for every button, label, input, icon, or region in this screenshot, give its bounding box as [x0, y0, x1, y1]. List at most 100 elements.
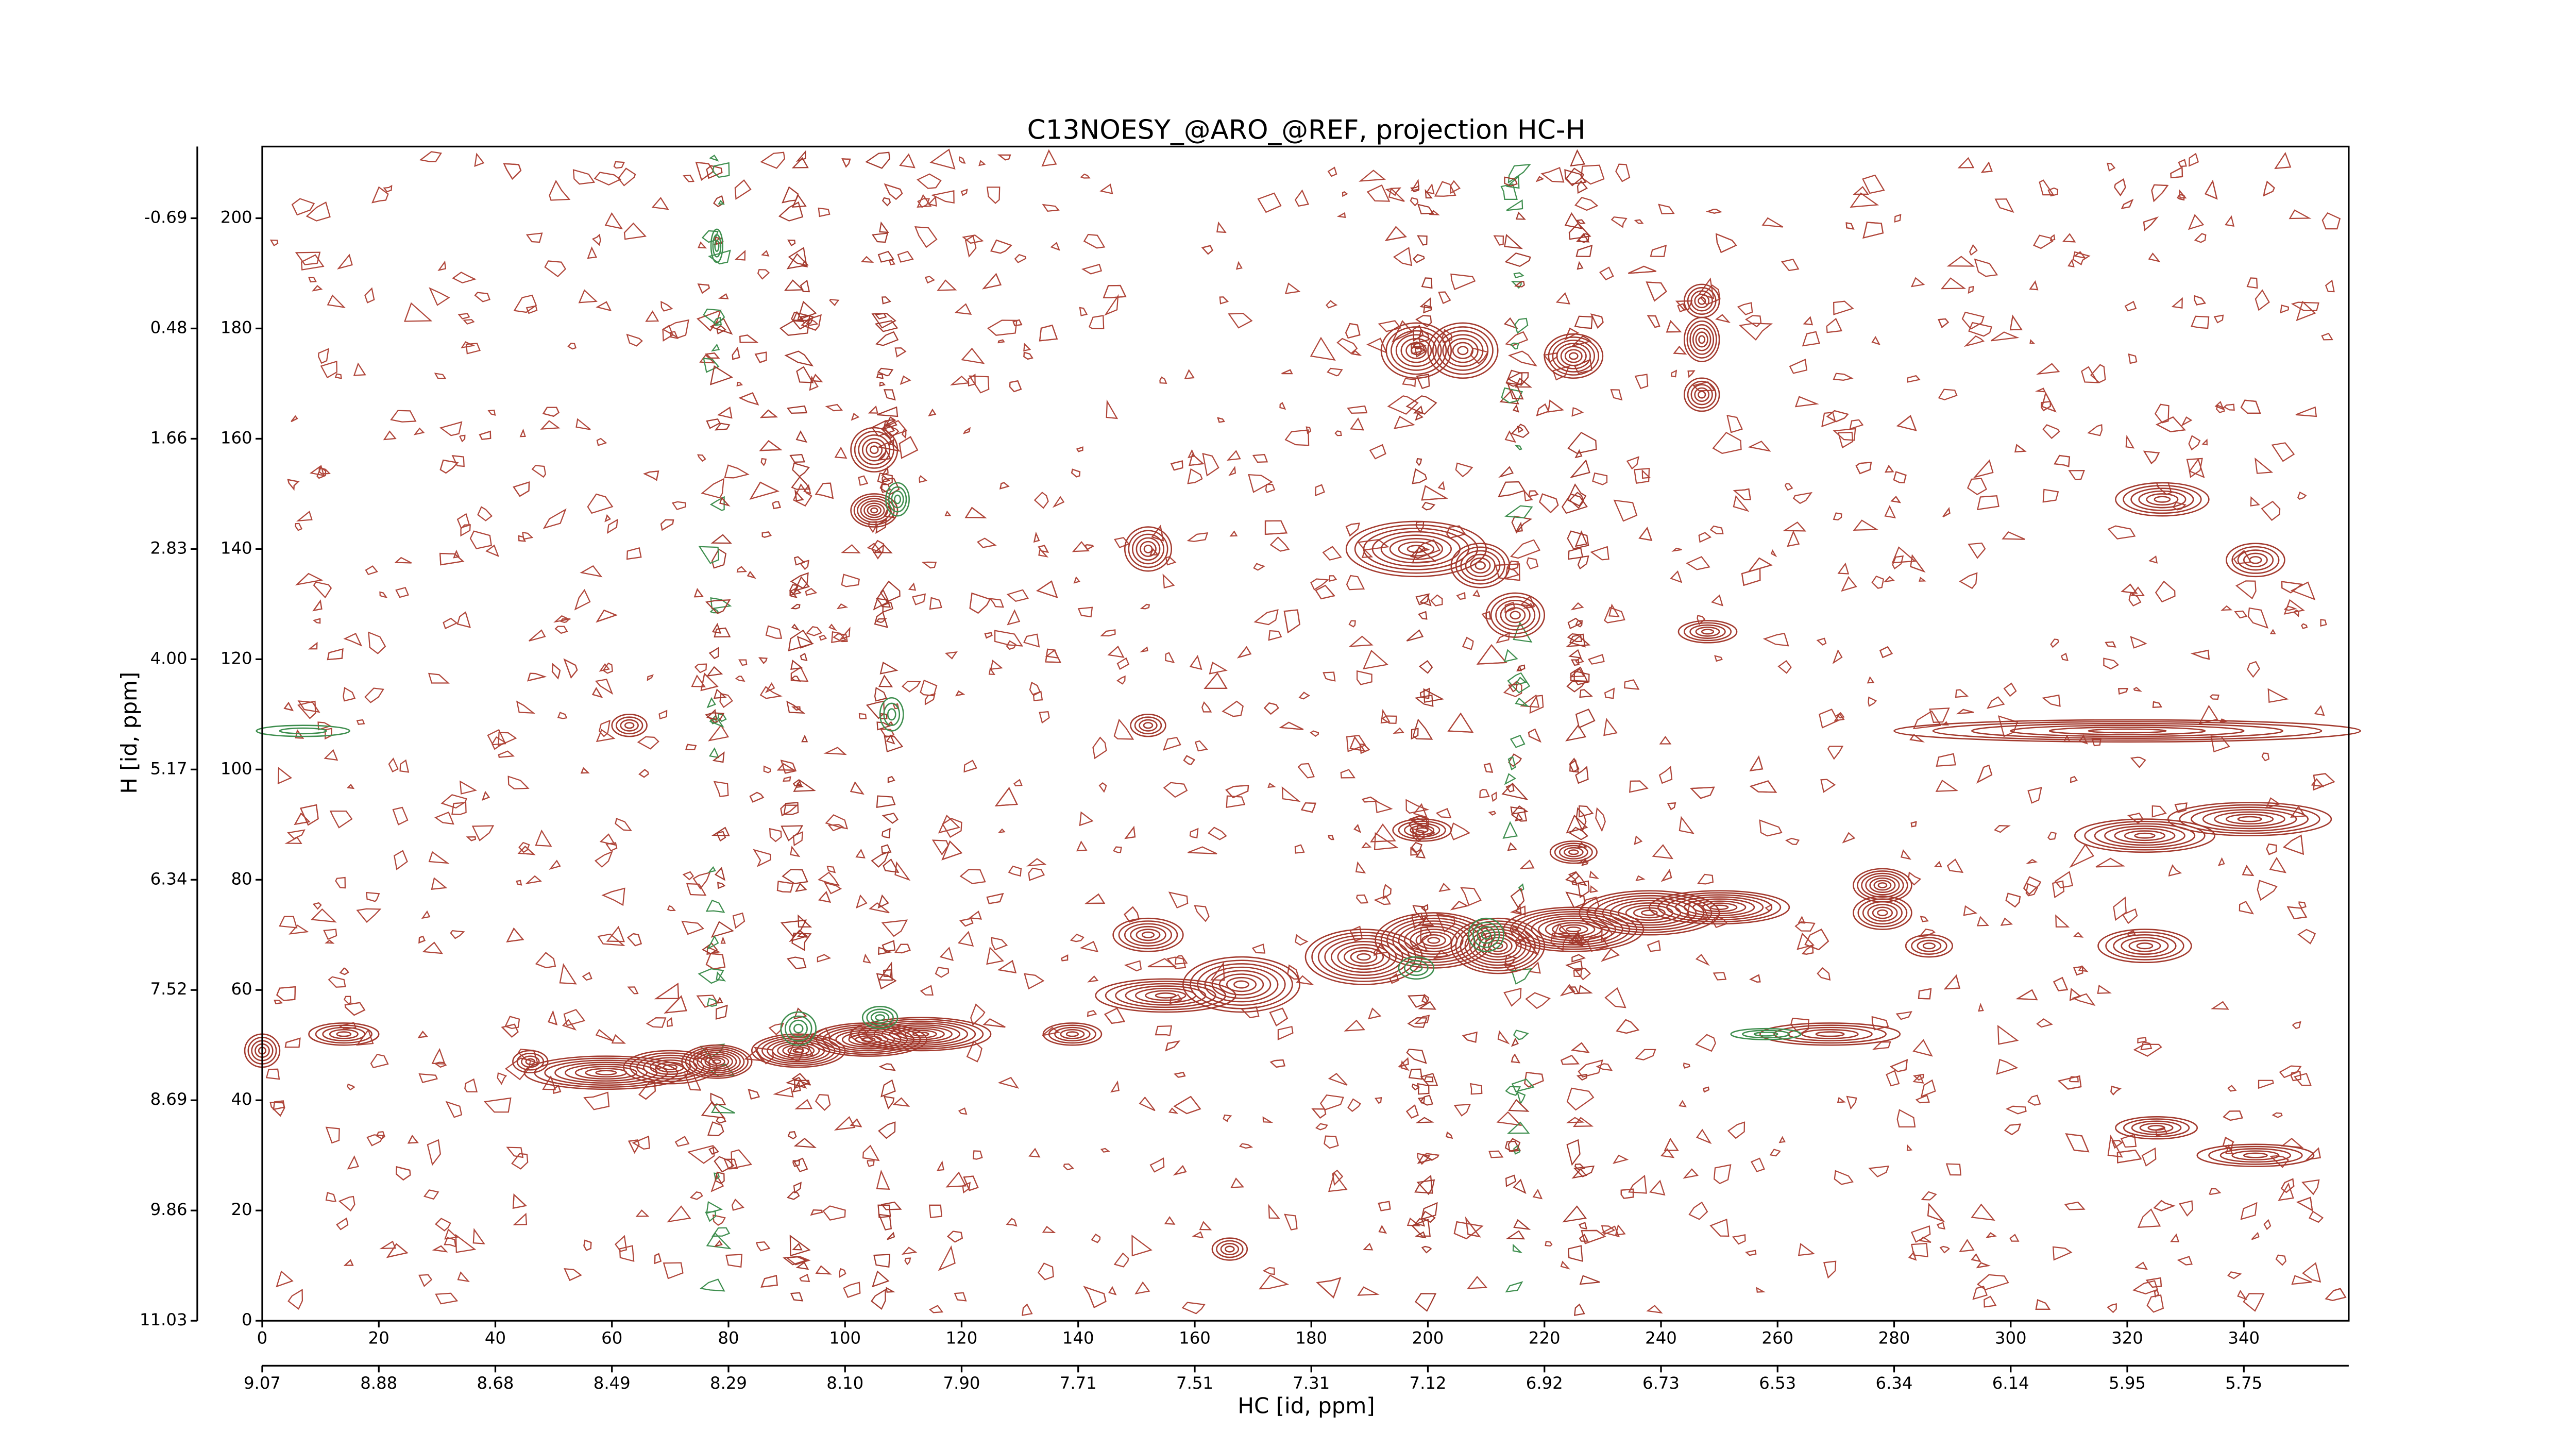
- contour-ring: [1468, 917, 1504, 952]
- noise-speck: [501, 1023, 519, 1038]
- y2-tick-label: 2.83: [150, 538, 188, 558]
- noise-speck: [1124, 960, 1142, 972]
- noise-speck: [519, 428, 526, 437]
- noise-speck: [1104, 294, 1119, 316]
- noise-speck: [2263, 1219, 2272, 1231]
- noise-speck: [1696, 1128, 1712, 1144]
- noise-speck: [1514, 677, 1528, 686]
- noise-speck: [2234, 610, 2248, 619]
- contour-ring: [2138, 490, 2187, 509]
- noise-speck: [419, 151, 442, 162]
- noise-speck: [344, 1002, 366, 1016]
- noise-speck: [1959, 572, 1978, 589]
- noise-speck: [833, 633, 848, 643]
- noise-speck: [1415, 1293, 1437, 1312]
- noise-speck: [2261, 752, 2270, 762]
- noise-speck: [2054, 871, 2074, 888]
- noise-speck: [1883, 576, 1895, 583]
- x-tick-label: 140: [1062, 1328, 1094, 1348]
- noise-speck: [902, 681, 921, 693]
- peak: [1124, 526, 1173, 572]
- x2-tick-label: 5.75: [2225, 1373, 2262, 1393]
- peak: [751, 1033, 846, 1068]
- contour-ring: [1398, 923, 1469, 958]
- noise-speck: [316, 466, 327, 479]
- peak: [2074, 818, 2216, 853]
- noise-speck: [2154, 403, 2170, 424]
- noise-speck: [1061, 954, 1069, 962]
- noise-speck: [308, 277, 317, 283]
- noise-speck: [959, 918, 974, 927]
- plot-frame: [261, 145, 2350, 1322]
- noise-speck: [1969, 244, 1978, 256]
- noise-speck: [1938, 389, 1958, 400]
- noise-speck: [1963, 905, 1978, 916]
- noise-speck: [1968, 542, 1986, 559]
- noise-speck: [738, 659, 748, 666]
- noise-speck: [827, 824, 844, 832]
- noise-speck: [991, 937, 1008, 951]
- noise-speck: [2107, 162, 2116, 172]
- contour-ring: [1872, 906, 1893, 919]
- noise-speck: [1650, 244, 1667, 257]
- noise-speck: [645, 310, 659, 322]
- noise-speck: [578, 289, 598, 304]
- noise-speck: [1955, 689, 1969, 698]
- noise-speck: [1539, 493, 1559, 514]
- peak: [681, 1044, 753, 1079]
- noise-speck: [1868, 1165, 1890, 1177]
- noise-speck: [1435, 808, 1452, 818]
- noise-speck: [336, 254, 353, 270]
- noise-speck: [1416, 1179, 1435, 1195]
- x-axis-title: HC [id, ppm]: [1238, 1393, 1375, 1419]
- noise-speck: [471, 825, 495, 841]
- noise-speck: [714, 867, 725, 881]
- noise-speck: [994, 630, 1024, 647]
- noise-speck: [2004, 1123, 2022, 1136]
- contour-ring: [1132, 533, 1164, 565]
- noise-speck: [1351, 350, 1362, 356]
- contour-ring: [1686, 320, 1717, 359]
- noise-speck: [1713, 1164, 1732, 1185]
- noise-speck: [598, 719, 611, 737]
- noise-speck: [1319, 1094, 1344, 1110]
- noise-speck: [959, 156, 966, 164]
- x-tick-label: 200: [1412, 1328, 1444, 1348]
- noise-speck: [1495, 563, 1520, 581]
- noise-speck: [1536, 403, 1550, 416]
- noise-speck: [1913, 1073, 1924, 1081]
- noise-speck: [793, 1157, 808, 1172]
- noise-speck: [1418, 329, 1429, 343]
- noise-speck: [711, 622, 722, 634]
- contour-ring: [841, 1031, 895, 1048]
- noise-speck: [2321, 332, 2333, 341]
- noise-speck: [1745, 315, 1762, 328]
- noise-speck: [312, 599, 323, 612]
- noise-speck: [1750, 1157, 1765, 1172]
- noise-speck: [2035, 1299, 2051, 1310]
- contour-ring: [1709, 904, 1729, 911]
- noise-speck: [2122, 908, 2138, 924]
- noise-speck: [1761, 217, 1784, 228]
- noise-speck: [559, 963, 577, 985]
- contour-ring: [1145, 990, 1187, 1001]
- noise-speck: [790, 603, 801, 610]
- noise-speck: [1646, 281, 1667, 302]
- noise-speck: [856, 894, 868, 909]
- noise-speck: [834, 446, 848, 459]
- noise-speck: [1679, 816, 1695, 834]
- noise-speck: [2280, 1178, 2295, 1193]
- noise-speck: [1601, 948, 1620, 962]
- noise-speck: [1009, 380, 1022, 393]
- x-tick-label: 60: [601, 1328, 622, 1348]
- noise-speck: [1229, 530, 1238, 537]
- noise-speck: [1324, 1135, 1339, 1149]
- peak: [256, 724, 350, 737]
- noise-speck: [1510, 905, 1526, 916]
- noise-speck: [815, 1265, 832, 1275]
- noise-speck: [1826, 410, 1849, 423]
- noise-speck: [1083, 1286, 1107, 1308]
- noise-speck: [2065, 1133, 2090, 1153]
- noise-speck: [1023, 351, 1033, 360]
- noise-speck: [776, 881, 794, 893]
